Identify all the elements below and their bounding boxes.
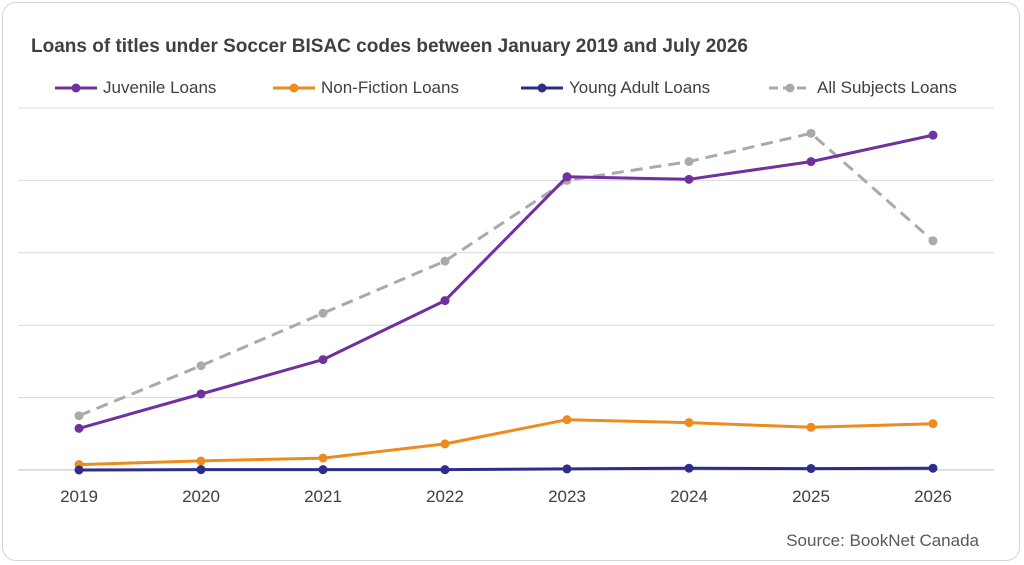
data-point-non-fiction-loans (440, 439, 450, 449)
data-point-juvenile-loans (196, 389, 206, 399)
x-tick-label: 2024 (670, 487, 708, 506)
data-point-all-subjects-loans (318, 308, 328, 318)
data-point-non-fiction-loans (806, 422, 816, 432)
data-point-all-subjects-loans (196, 361, 206, 371)
data-point-all-subjects-loans (440, 256, 450, 266)
legend-label-juvenile: Juvenile Loans (103, 78, 217, 97)
data-point-juvenile-loans (74, 423, 84, 433)
chart-legend: Juvenile Loans Non-Fiction Loans Young A… (53, 76, 993, 100)
data-point-all-subjects-loans (928, 236, 938, 246)
series-line-non-fiction-loans (78, 418, 934, 467)
legend-swatch-all-subjects (769, 83, 811, 93)
data-point-non-fiction-loans (196, 456, 206, 466)
source-note: Source: BookNet Canada (786, 531, 979, 550)
x-tick-label: 2023 (548, 487, 586, 506)
series-line-juvenile-loans (78, 133, 934, 430)
legend-label-all-subjects: All Subjects Loans (817, 78, 957, 97)
data-point-all-subjects-loans (684, 157, 694, 167)
x-axis-ticks: 2019 2020 2021 2022 2023 2024 2025 2026 (60, 487, 952, 506)
data-point-young-adult-loans (806, 464, 816, 474)
legend-swatch-young-adult (521, 83, 563, 93)
data-point-non-fiction-loans (684, 418, 694, 428)
data-point-juvenile-loans (562, 172, 572, 182)
data-point-all-subjects-loans (74, 411, 84, 421)
legend-swatch-juvenile (55, 83, 97, 93)
data-point-young-adult-loans (74, 465, 84, 475)
legend-label-young-adult: Young Adult Loans (569, 78, 711, 97)
data-point-young-adult-loans (684, 463, 694, 473)
legend-swatch-non-fiction (273, 83, 315, 93)
data-point-young-adult-loans (318, 465, 328, 475)
data-point-juvenile-loans (806, 157, 816, 167)
data-point-juvenile-loans (684, 174, 694, 184)
x-tick-label: 2026 (914, 487, 952, 506)
data-point-young-adult-loans (440, 465, 450, 475)
data-point-juvenile-loans (440, 296, 450, 306)
x-tick-label: 2025 (792, 487, 830, 506)
data-point-young-adult-loans (196, 465, 206, 475)
series-lines (74, 128, 938, 475)
x-tick-label: 2020 (182, 487, 220, 506)
series-line-all-subjects-loans (78, 131, 934, 418)
data-point-non-fiction-loans (562, 415, 572, 425)
data-point-non-fiction-loans (928, 419, 938, 429)
x-tick-label: 2019 (60, 487, 98, 506)
series-non-fiction-loans (74, 415, 938, 470)
x-tick-label: 2021 (304, 487, 342, 506)
data-point-juvenile-loans (928, 130, 938, 140)
gridlines (18, 107, 994, 471)
legend-label-non-fiction: Non-Fiction Loans (321, 78, 459, 97)
data-point-young-adult-loans (562, 464, 572, 474)
chart-title: Loans of titles under Soccer BISAC codes… (31, 36, 748, 57)
series-all-subjects-loans (74, 128, 938, 421)
data-point-non-fiction-loans (318, 453, 328, 463)
data-point-young-adult-loans (928, 463, 938, 473)
series-young-adult-loans (74, 463, 938, 475)
data-point-juvenile-loans (318, 355, 328, 365)
series-juvenile-loans (74, 130, 938, 433)
series-line-young-adult-loans (78, 466, 934, 472)
x-tick-label: 2022 (426, 487, 464, 506)
data-point-all-subjects-loans (806, 128, 816, 138)
